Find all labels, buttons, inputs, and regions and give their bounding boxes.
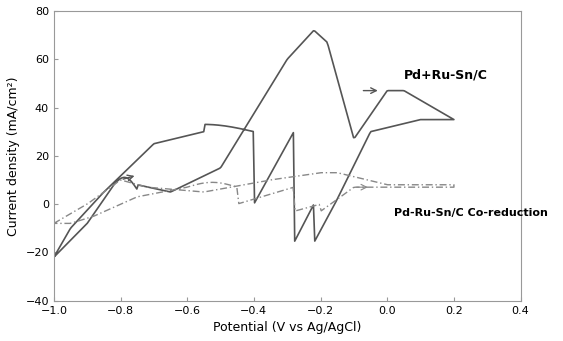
Text: Pd+Ru-Sn/C: Pd+Ru-Sn/C [404, 69, 488, 81]
X-axis label: Potential (V vs Ag/AgCl): Potential (V vs Ag/AgCl) [213, 321, 361, 334]
Y-axis label: Current density (mA/cm²): Current density (mA/cm²) [7, 76, 20, 236]
Text: Pd-Ru-Sn/C Co-reduction: Pd-Ru-Sn/C Co-reduction [394, 208, 548, 218]
